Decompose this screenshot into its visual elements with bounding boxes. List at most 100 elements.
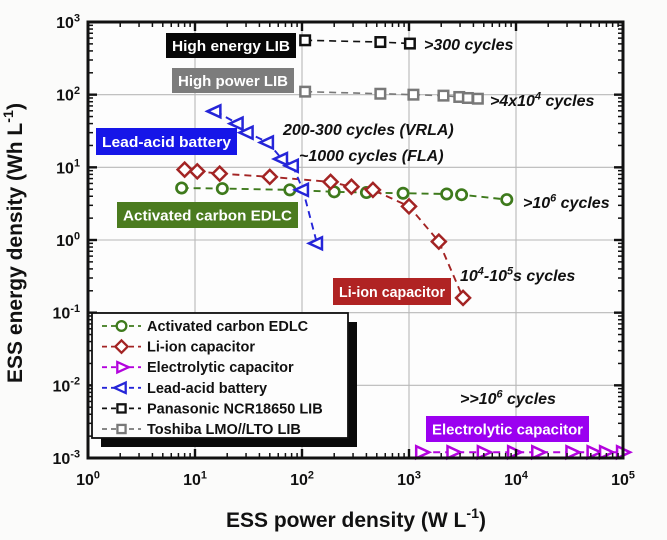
annotation-6: 104-105s cycles <box>460 265 575 285</box>
annotation-1: >300 cycles <box>424 37 514 54</box>
legend-entry-lead-acid-battery: Lead-acid battery <box>102 381 267 397</box>
label-box-rect <box>426 416 589 442</box>
x-tick-label: 102 <box>290 469 314 489</box>
circle-marker <box>500 193 514 207</box>
y-tick-label: 10-3 <box>53 448 80 468</box>
x-tick-label: 101 <box>183 469 207 489</box>
triangle-right-marker <box>446 444 464 461</box>
square-marker <box>461 91 474 105</box>
tick-labels: 100 101 102 103 104 105 103 102 101 100 10-1 10-2 10… <box>53 12 635 489</box>
label-box-rect <box>333 278 451 305</box>
square-marker <box>403 37 416 50</box>
label-box-high-energy-lib: High energy LIB <box>166 33 296 58</box>
label-box-text: Electrolytic capacitor <box>432 422 583 439</box>
y-tick-label: 10-1 <box>53 303 80 323</box>
circle-legend-marker <box>115 320 128 332</box>
label-box-text: Li-ion capacitor <box>339 284 445 301</box>
legend-box <box>91 312 349 439</box>
square-legend-marker <box>116 423 127 435</box>
square-marker <box>471 92 484 105</box>
square-marker <box>299 85 312 98</box>
triangle-right-marker <box>531 444 549 461</box>
series-lead-acid-battery <box>204 103 324 252</box>
square-legend-marker <box>116 403 127 414</box>
triangle-left-marker <box>291 181 310 198</box>
legend-entry-toshiba-lmo-lto-lib: Toshiba LMO//LTO LIB <box>102 422 301 438</box>
legend-entry-electrolytic-capacitor: Electrolytic capacitor <box>102 360 294 376</box>
square-marker <box>407 88 420 101</box>
diamond-marker <box>454 289 472 307</box>
y-tick-label: 100 <box>56 230 80 250</box>
legend-entry-panasonic-ncr18650-lib: Panasonic NCR18650 LIB <box>102 401 323 417</box>
square-marker <box>374 87 387 100</box>
square-marker <box>437 89 450 102</box>
label-box-text: Activated carbon EDLC <box>123 208 292 225</box>
triangle-right-marker <box>414 444 433 461</box>
diamond-legend-marker <box>113 338 130 355</box>
triangle-left-marker <box>256 134 275 151</box>
label-box-rect <box>172 68 294 93</box>
label-box-high-power-lib: High power LIB <box>172 68 294 93</box>
label-box-text: Lead-acid battery <box>102 134 232 151</box>
diamond-marker <box>175 160 194 179</box>
series-line <box>184 168 464 299</box>
legend: Activated carbon EDLC Li-ion capacitor Ele… <box>91 312 357 447</box>
y-tick-label: 101 <box>56 158 80 178</box>
label-box-rect <box>166 33 296 58</box>
legend-label: Li-ion capacitor <box>147 340 255 356</box>
diamond-marker <box>342 178 361 196</box>
triangle-left-marker <box>204 103 222 120</box>
legend-label: Panasonic NCR18650 LIB <box>147 401 323 417</box>
annotation-7: >>106 cycles <box>460 388 556 408</box>
diamond-marker <box>188 162 207 181</box>
annotation-4: ~1000 cycles (FLA) <box>299 148 444 165</box>
circle-marker <box>440 187 454 201</box>
label-box-lead-acid-battery: Lead-acid battery <box>96 128 237 155</box>
circle-marker <box>455 188 469 202</box>
label-box-text: High energy LIB <box>172 38 290 55</box>
annotation-2: >4x104 cycles <box>490 90 594 110</box>
triangle-left-marker <box>226 115 244 132</box>
diamond-marker <box>321 173 340 191</box>
series-activated-carbon-edlc <box>175 181 514 207</box>
x-tick-label: 104 <box>504 469 528 489</box>
y-tick-label: 102 <box>56 85 80 105</box>
series-toshiba-lmo-lto-lib <box>299 85 484 105</box>
label-box-electrolytic-capacitor: Electrolytic capacitor <box>426 416 589 442</box>
y-tick-label: 103 <box>56 12 80 32</box>
circle-marker <box>215 182 229 196</box>
triangle-left-marker <box>305 235 324 252</box>
diamond-marker <box>400 197 418 216</box>
legend-label: Activated carbon EDLC <box>147 319 309 335</box>
axes <box>86 20 625 460</box>
annotation-5: >106 cycles <box>523 192 610 212</box>
label-box-rect <box>117 202 298 228</box>
annotation-3: 200-300 cycles (VRLA) <box>282 122 454 139</box>
label-box-li-ion-capacitor: Li-ion capacitor <box>333 278 451 305</box>
triangle-left-legend-marker <box>111 380 127 395</box>
legend-entry-activated-carbon-edlc: Activated carbon EDLC <box>102 319 309 335</box>
x-tick-label: 103 <box>397 469 421 489</box>
diamond-marker <box>364 181 382 199</box>
diamond-marker <box>261 168 279 186</box>
triangle-left-marker <box>270 151 289 168</box>
square-marker <box>299 34 312 47</box>
triangle-right-marker <box>565 444 583 461</box>
x-tick-label: 100 <box>76 469 100 489</box>
y-tick-label: 10-2 <box>53 376 80 396</box>
series-panasonic-ncr18650-lib <box>299 34 416 50</box>
triangle-left-marker <box>236 124 254 141</box>
square-marker <box>374 36 387 49</box>
label-box-text: High power LIB <box>178 73 288 90</box>
y-axis-title: ESS energy density (Wh L-1) <box>1 103 27 383</box>
series-li-ion-capacitor <box>175 160 472 307</box>
diamond-marker <box>210 164 229 183</box>
triangle-right-legend-marker <box>116 360 132 375</box>
triangle-left-marker <box>281 157 300 174</box>
x-tick-label: 105 <box>611 469 635 489</box>
label-box-activated-carbon-edlc: Activated carbon EDLC <box>117 202 298 228</box>
circle-marker <box>175 181 189 195</box>
legend-label: Electrolytic capacitor <box>147 360 294 376</box>
x-axis-title: ESS power density (W L-1) <box>226 506 486 532</box>
